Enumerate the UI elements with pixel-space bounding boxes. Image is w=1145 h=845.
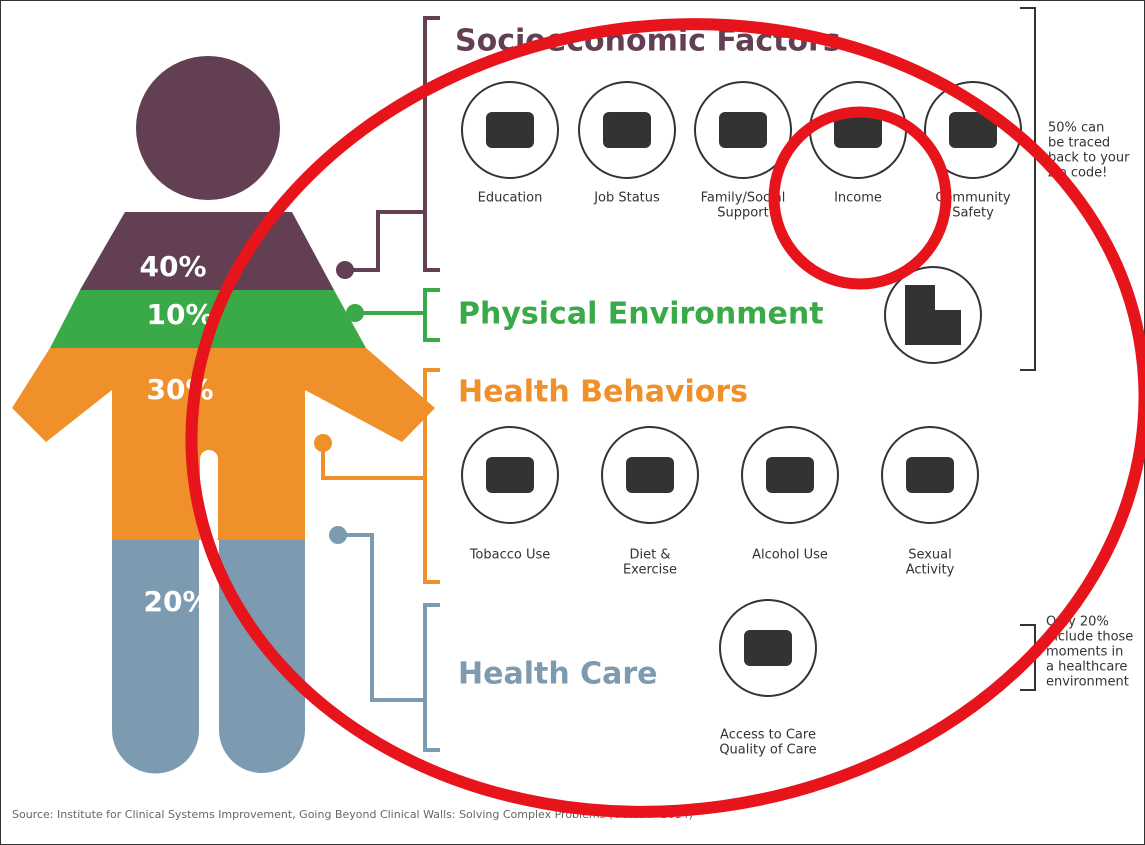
segment-label: 40%	[139, 250, 206, 283]
section-title: Health Behaviors	[458, 375, 748, 410]
connector-dot	[329, 526, 347, 544]
item-label: Income	[834, 191, 882, 206]
connector-dot	[346, 304, 364, 322]
note-line: moments in	[1046, 645, 1123, 660]
segment-label: 20%	[143, 585, 210, 618]
icon-glyph	[626, 457, 674, 493]
item-label: Alcohol Use	[752, 548, 828, 563]
note-line: be traced	[1048, 136, 1110, 151]
item-label: Education	[478, 191, 543, 206]
leg	[112, 540, 199, 774]
icon-glyph	[719, 112, 767, 148]
item-label: Job Status	[593, 191, 660, 206]
segment-label: 10%	[146, 298, 213, 331]
item-label: Support	[717, 206, 768, 221]
icon-glyph	[603, 112, 651, 148]
note-line: 50% can	[1048, 121, 1104, 136]
icon-glyph	[486, 112, 534, 148]
icon-glyph	[766, 457, 814, 493]
icon-glyph	[486, 457, 534, 493]
infographic: 40%10%30%20%Socioeconomic FactorsEducati…	[0, 0, 1145, 845]
item-label: Quality of Care	[719, 743, 816, 758]
connector-dot	[336, 261, 354, 279]
item-label: Sexual	[908, 548, 952, 563]
leg	[219, 540, 305, 773]
section-title: Physical Environment	[458, 297, 824, 332]
item-label: Activity	[906, 563, 955, 578]
note-line: back to your	[1048, 151, 1130, 166]
icon-glyph	[744, 630, 792, 666]
note-line: a healthcare	[1046, 660, 1127, 675]
note-line: environment	[1046, 675, 1129, 690]
connector-dot	[314, 434, 332, 452]
icon-glyph	[905, 285, 935, 345]
item-label: Diet &	[630, 548, 671, 563]
item-label: Exercise	[623, 563, 677, 578]
item-label: Safety	[952, 206, 994, 221]
segment-label: 30%	[146, 373, 213, 406]
icon-glyph	[906, 457, 954, 493]
head	[136, 56, 280, 200]
item-label: Tobacco Use	[469, 548, 551, 563]
icon-glyph	[935, 310, 961, 345]
item-label: Access to Care	[720, 728, 816, 743]
section-title: Health Care	[458, 657, 658, 692]
